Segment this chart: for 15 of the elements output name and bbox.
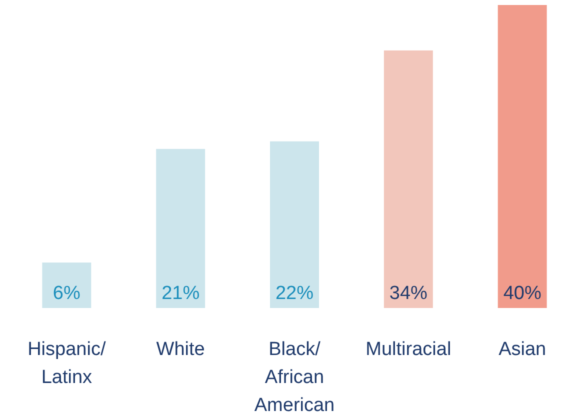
data-label: 21% bbox=[162, 283, 200, 304]
x-tick-label: White bbox=[156, 339, 205, 360]
x-tick-label: Hispanic/ Latinx bbox=[28, 339, 106, 388]
bar bbox=[156, 148, 206, 308]
bar bbox=[42, 262, 92, 308]
bar bbox=[384, 50, 433, 308]
data-label: 22% bbox=[275, 283, 314, 304]
data-label: 40% bbox=[503, 283, 542, 304]
x-tick-label: Black/ African American bbox=[254, 339, 335, 416]
bar bbox=[498, 5, 547, 308]
data-label: 34% bbox=[389, 283, 428, 304]
x-tick-label: Multiracial bbox=[366, 339, 452, 360]
x-tick-label: Asian bbox=[498, 339, 546, 360]
bar bbox=[270, 141, 319, 308]
data-label: 6% bbox=[52, 283, 80, 304]
